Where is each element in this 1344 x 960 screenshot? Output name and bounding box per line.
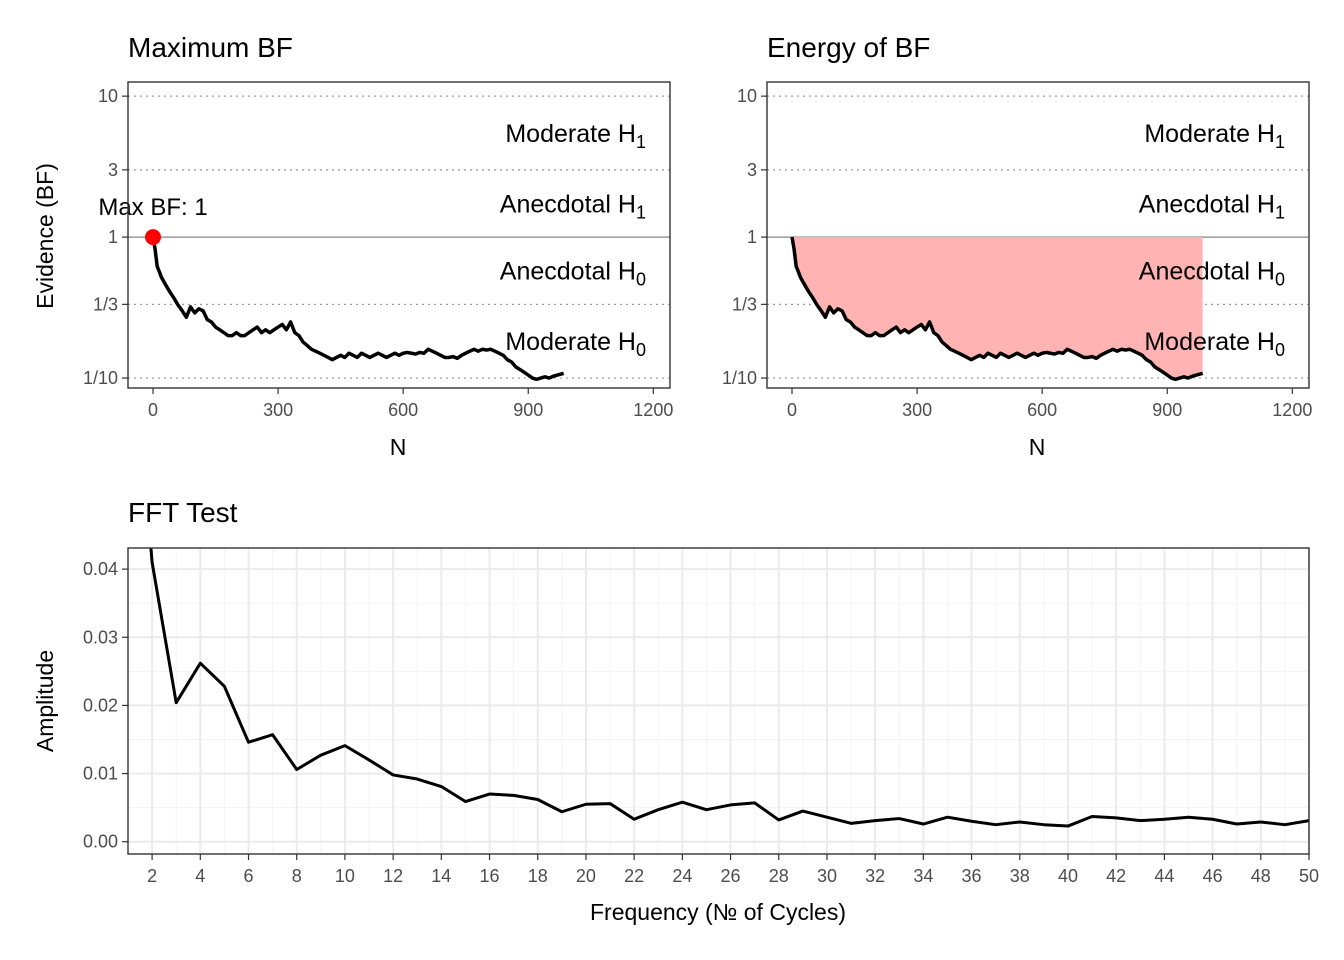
- fft-x-tick-label: 46: [1203, 866, 1223, 886]
- max-bf-panel-border: [127, 81, 671, 389]
- fft-title: FFT Test: [128, 497, 238, 528]
- fft-x-tick-label: 6: [244, 866, 254, 886]
- fft-x-tick-label: 12: [383, 866, 403, 886]
- max-bf-y-tick-label: 1/3: [93, 294, 118, 314]
- fft-y-tick-label: 0.03: [83, 627, 118, 647]
- energy-bf-y-tick-label: 1/3: [732, 294, 757, 314]
- energy-bf-zone-label: Moderate H1: [1144, 120, 1285, 152]
- fft-x-tick-label: 8: [292, 866, 302, 886]
- fft-x-tick-label: 36: [962, 866, 982, 886]
- fft-y-tick-label: 0.01: [83, 764, 118, 784]
- max-bf-x-tick-label: 1200: [633, 400, 673, 420]
- energy-bf-zone-label: Moderate H0: [1144, 328, 1285, 360]
- max-bf-point-label: Max BF: 1: [98, 194, 207, 221]
- max-bf-x-axis: 0 300 600 900 1200: [148, 388, 673, 420]
- fft-panel-border: [127, 547, 1310, 855]
- fft-x-tick-label: 2: [147, 866, 157, 886]
- energy-bf-x-tick-label: 900: [1152, 400, 1182, 420]
- fft-y-tick-label: 0.02: [83, 695, 118, 715]
- fft-x-tick-label: 26: [721, 866, 741, 886]
- fft-x-tick-label: 30: [817, 866, 837, 886]
- fft-x-axis: 2 4 6 8 10 12 14 16 18 20 22 24 26 28 30 32 34 36 38 40 42 44…: [147, 854, 1319, 886]
- fft-x-tick-label: 18: [528, 866, 548, 886]
- max-bf-zone-label: Moderate H1: [505, 120, 646, 152]
- max-bf-y-tick-label: 3: [108, 160, 118, 180]
- max-bf-y-tick-label: 1: [108, 227, 118, 247]
- max-bf-x-tick-label: 900: [513, 400, 543, 420]
- fft-x-tick-label: 34: [913, 866, 933, 886]
- fft-y-axis-title: Amplitude: [32, 650, 58, 752]
- fft-x-tick-label: 40: [1058, 866, 1078, 886]
- fft-x-tick-label: 14: [431, 866, 451, 886]
- energy-bf-x-tick-label: 1200: [1272, 400, 1312, 420]
- energy-bf-y-tick-label: 3: [747, 160, 757, 180]
- fft-x-tick-label: 28: [769, 866, 789, 886]
- fft-y-tick-label: 0.04: [83, 559, 118, 579]
- max-bf-point: [145, 229, 162, 246]
- fft-x-tick-label: 16: [480, 866, 500, 886]
- max-bf-x-tick-label: 300: [263, 400, 293, 420]
- fft-y-tick-label: 0.00: [83, 832, 118, 852]
- fft-x-tick-label: 22: [624, 866, 644, 886]
- max-bf-x-tick-label: 600: [388, 400, 418, 420]
- energy-bf-y-tick-label: 1/10: [722, 368, 757, 388]
- max-bf-x-tick-label: 0: [148, 400, 158, 420]
- max-bf-zone-label: Moderate H0: [505, 328, 646, 360]
- max-bf-title: Maximum BF: [128, 32, 293, 63]
- max-bf-y-tick-label: 1/10: [83, 368, 118, 388]
- fft-y-axis: 0.00 0.01 0.02 0.03 0.04: [83, 559, 128, 852]
- fft-x-tick-label: 42: [1106, 866, 1126, 886]
- energy-bf-x-tick-label: 300: [902, 400, 932, 420]
- energy-bf-panel: Energy of BF Moderate H1 Anecdotal H1 Anec…: [722, 32, 1312, 460]
- fft-x-tick-label: 48: [1251, 866, 1271, 886]
- energy-bf-zone-label: Anecdotal H1: [1139, 191, 1285, 223]
- fft-x-axis-title: Frequency (№ of Cycles): [590, 899, 846, 925]
- fft-x-tick-label: 38: [1010, 866, 1030, 886]
- energy-bf-zone-labels: Moderate H1 Anecdotal H1 Anecdotal H0 Moder…: [1139, 120, 1285, 360]
- max-bf-reference-lines: [128, 95, 670, 379]
- energy-bf-x-tick-label: 0: [787, 400, 797, 420]
- max-bf-series-line: [151, 236, 565, 382]
- max-bf-y-tick-label: 10: [98, 86, 118, 106]
- fft-series-line: [149, 547, 1310, 828]
- max-bf-x-axis-title: N: [390, 434, 407, 460]
- max-bf-zone-label: Anecdotal H1: [500, 191, 646, 223]
- fft-x-tick-label: 4: [195, 866, 205, 886]
- fft-panel: FFT Test 2 4 6 8 10 12 14 16 18 20 22 24 26 28 30 32 34 3…: [32, 497, 1319, 925]
- fft-x-tick-label: 44: [1154, 866, 1174, 886]
- fft-x-tick-label: 24: [672, 866, 692, 886]
- energy-bf-x-axis: 0 300 600 900 1200: [787, 388, 1312, 420]
- energy-bf-area-fill: [792, 237, 1203, 380]
- fft-x-tick-label: 32: [865, 866, 885, 886]
- energy-bf-x-tick-label: 600: [1027, 400, 1057, 420]
- max-bf-zone-labels: Moderate H1 Anecdotal H1 Anecdotal H0 Moder…: [500, 120, 646, 360]
- fft-x-tick-label: 10: [335, 866, 355, 886]
- energy-bf-series-line: [790, 236, 1204, 382]
- max-bf-zone-label: Anecdotal H0: [500, 258, 646, 290]
- max-bf-y-axis-title: Evidence (BF): [32, 163, 58, 309]
- energy-bf-title: Energy of BF: [767, 32, 930, 63]
- energy-bf-y-tick-label: 10: [737, 86, 757, 106]
- fft-x-tick-label: 20: [576, 866, 596, 886]
- energy-bf-y-axis: 1/10 1/3 1 3 10: [722, 86, 767, 388]
- energy-bf-x-axis-title: N: [1029, 434, 1046, 460]
- fft-x-tick-label: 50: [1299, 866, 1319, 886]
- max-bf-y-axis: 1/10 1/3 1 3 10: [83, 86, 128, 388]
- energy-bf-y-tick-label: 1: [747, 227, 757, 247]
- max-bf-panel: Maximum BF Moderate H1 Anecdotal H1 Anecdo…: [32, 32, 673, 460]
- energy-bf-panel-border: [766, 81, 1310, 389]
- energy-bf-zone-label: Anecdotal H0: [1139, 258, 1285, 290]
